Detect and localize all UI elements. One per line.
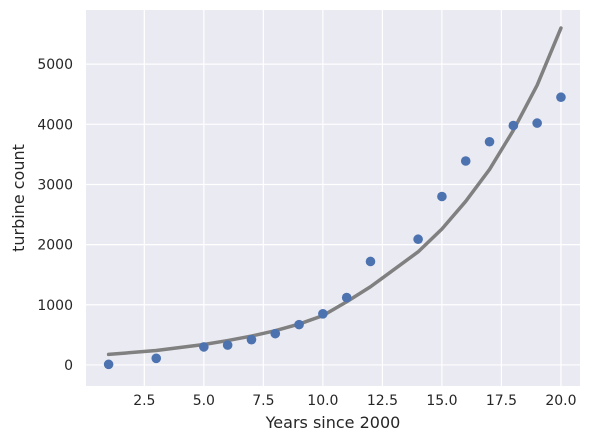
x-tick-label: 15.0 xyxy=(426,393,457,409)
x-tick-label: 17.5 xyxy=(486,393,517,409)
x-tick-labels: 2.5 5.0 7.5 10.0 12.5 15.0 17.5 20.0 xyxy=(133,393,576,409)
y-tick-label: 4000 xyxy=(37,117,73,133)
scatter-point xyxy=(341,292,352,303)
scatter-point xyxy=(103,359,114,370)
scatter-point xyxy=(318,309,328,319)
x-tick-label: 7.5 xyxy=(252,393,274,409)
scatter-point xyxy=(222,340,233,350)
y-axis-label: turbine count xyxy=(9,144,28,252)
scatter-point xyxy=(246,334,257,345)
x-axis-label: Years since 2000 xyxy=(265,413,401,432)
x-tick-label: 10.0 xyxy=(307,393,338,409)
scatter-point xyxy=(413,234,423,245)
x-tick-label: 20.0 xyxy=(545,393,576,409)
x-tick-label: 12.5 xyxy=(367,393,398,409)
scatter-point xyxy=(199,342,209,352)
plot-background xyxy=(86,10,580,386)
scatter-point xyxy=(508,120,519,131)
y-tick-label: 0 xyxy=(64,358,73,374)
y-tick-label: 2000 xyxy=(37,238,73,254)
y-tick-label: 3000 xyxy=(37,177,73,193)
scatter-point xyxy=(365,256,376,267)
scatter-point xyxy=(556,92,566,103)
y-tick-label: 5000 xyxy=(37,57,73,73)
scatter-point xyxy=(151,353,162,364)
scatter-point xyxy=(294,319,304,330)
scatter-points-layer xyxy=(103,92,566,370)
x-tick-label: 5.0 xyxy=(193,393,215,409)
scatter-point xyxy=(460,156,471,166)
scatter-point xyxy=(270,328,281,339)
y-tick-label: 1000 xyxy=(37,298,73,314)
scatter-point xyxy=(484,136,495,147)
scatter-point xyxy=(532,118,542,128)
y-tick-labels: 0 1000 2000 3000 4000 5000 xyxy=(37,57,73,374)
x-tick-label: 2.5 xyxy=(133,393,155,409)
scatter-point xyxy=(437,191,447,202)
